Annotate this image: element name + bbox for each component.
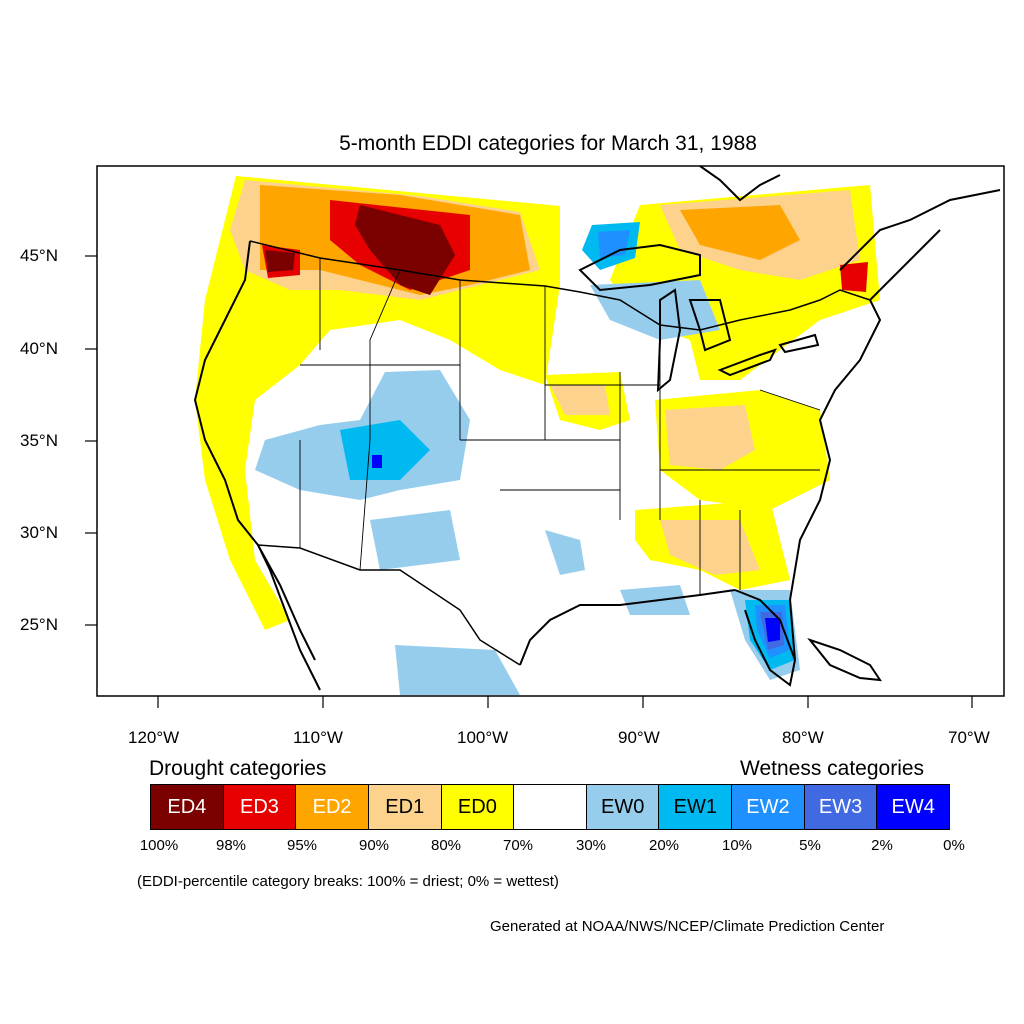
category-patches: [195, 176, 880, 695]
lon-label-90w: 90°W: [618, 728, 660, 747]
category-breaks-note: (EDDI-percentile category breaks: 100% =…: [137, 873, 559, 890]
pct-label: 2%: [871, 837, 893, 854]
legend-ed1-label: ED1: [385, 795, 425, 818]
credit-line: Generated at NOAA/NWS/NCEP/Climate Predi…: [490, 918, 885, 935]
legend-ew0: EW0: [586, 785, 660, 829]
lat-label-35: 35°N: [20, 431, 58, 450]
pct-label: 100%: [139, 837, 179, 854]
map-title: 5-month EDDI categories for March 31, 19…: [339, 132, 757, 155]
pct-label: 30%: [575, 837, 607, 854]
ew4-patch-colorado: [372, 455, 382, 468]
legend-ed2-label: ED2: [312, 795, 352, 818]
legend-ed4: ED4: [151, 785, 224, 829]
baja-coast: [257, 544, 321, 691]
great-lake-ontario: [778, 333, 820, 354]
ew1-patch-colorado: [340, 420, 430, 480]
legend-ew4: EW4: [877, 785, 950, 829]
ew0-patch-texas: [370, 510, 460, 570]
lon-label-100w: 100°W: [457, 728, 509, 747]
state-lines: [299, 258, 821, 595]
pct-label: 20%: [648, 837, 680, 854]
pct-label: 95%: [286, 837, 318, 854]
ew2-patch-ontario: [598, 230, 630, 258]
ed1-patch-south: [660, 520, 760, 575]
ew0-patch-greatlakes: [590, 280, 720, 340]
legend-neutral: [514, 785, 587, 829]
lat-label-45: 45°N: [20, 246, 58, 265]
ed3-patch-maine: [840, 262, 868, 292]
great-lake-erie: [717, 348, 777, 377]
ed4-patch-montana: [355, 205, 455, 295]
legend-ed0-label: ED0: [457, 795, 497, 818]
cuba-outline: [807, 637, 883, 682]
drought-categories-heading: Drought categories: [149, 757, 327, 780]
pct-label: 90%: [358, 837, 390, 854]
axis-ticks: [85, 255, 973, 708]
us-canada-border: [249, 240, 871, 331]
lon-label-80w: 80°W: [782, 728, 824, 747]
lat-label-30: 30°N: [20, 523, 58, 542]
legend-ew2: EW2: [732, 785, 805, 829]
category-legend-bar: ED4 ED3 ED2 ED1 ED0 EW0 EW1 EW2 EW3 EW4: [150, 784, 950, 830]
ew0-patch-mexico: [395, 645, 520, 695]
ew4-patch-florida: [765, 618, 780, 642]
legend-ew3: EW3: [804, 785, 878, 829]
ed1-patch-ohio: [665, 405, 755, 470]
us-mexico-border: [257, 544, 521, 666]
legend-ed4-label: ED4: [167, 795, 207, 818]
wetness-categories-heading: Wetness categories: [740, 757, 925, 780]
legend-ed3: ED3: [223, 785, 297, 829]
pct-label: 0%: [943, 837, 965, 854]
pct-label: 5%: [799, 837, 821, 854]
legend-ew4-label: EW4: [891, 795, 935, 818]
lon-label-110w: 110°W: [293, 728, 343, 747]
hudson-bay-coast: [699, 166, 781, 202]
legend-ew0-label: EW0: [600, 795, 645, 818]
pct-label: 80%: [430, 837, 462, 854]
great-lake-huron: [688, 299, 732, 352]
legend-ew1: EW1: [659, 785, 733, 829]
lon-label-70w: 70°W: [948, 728, 990, 747]
pacific-coastline: [193, 240, 316, 661]
atlantic-coastline: [788, 229, 941, 661]
lat-label-40: 40°N: [20, 339, 58, 358]
gulf-coastline: [519, 589, 736, 666]
great-lake-superior: [578, 243, 701, 292]
ed0-patch-west: [195, 176, 560, 630]
lat-label-25: 25°N: [20, 615, 58, 634]
legend-ed1: ED1: [368, 785, 442, 829]
pct-label: 70%: [502, 837, 534, 854]
legend-ed2: ED2: [296, 785, 369, 829]
boundaries: [193, 166, 1001, 691]
pct-label: 98%: [215, 837, 247, 854]
lon-label-120w: 120°W: [128, 728, 180, 747]
ew0-patch-louisiana: [545, 530, 585, 575]
legend-ew2-label: EW2: [746, 795, 790, 818]
ed1-patch-missouri: [550, 385, 610, 415]
legend-ed0: ED0: [441, 785, 515, 829]
ed2-patch-northeast: [680, 205, 800, 260]
pct-label: 10%: [721, 837, 753, 854]
st-lawrence-coast: [839, 189, 1001, 271]
ed4-patch-washington: [265, 250, 295, 272]
legend-ed3-label: ED3: [240, 795, 279, 818]
florida-coastline: [734, 589, 797, 687]
legend-ew1-label: EW1: [673, 795, 717, 818]
legend-ew3-label: EW3: [818, 795, 863, 818]
map-frame: [96, 165, 1005, 697]
